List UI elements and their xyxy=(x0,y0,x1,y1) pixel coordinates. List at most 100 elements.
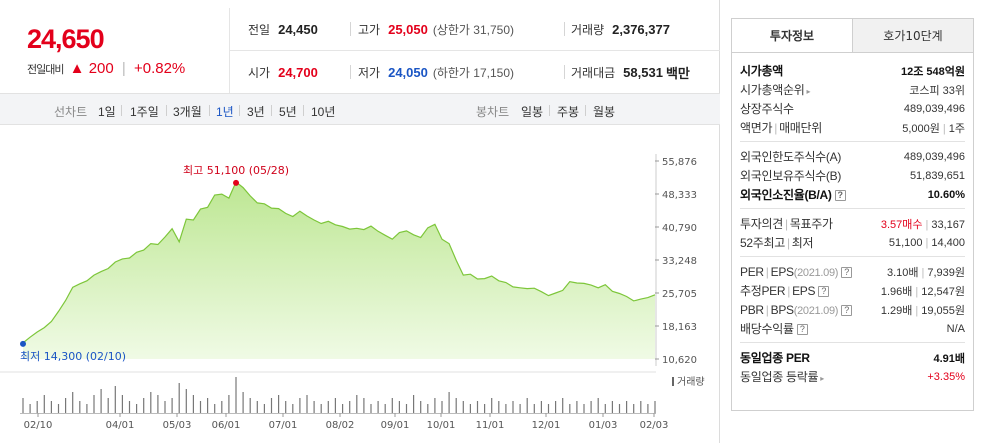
price-point xyxy=(43,326,46,329)
volume-bar xyxy=(640,401,642,413)
volume-bar xyxy=(214,404,216,413)
period-1w[interactable]: 1주일 xyxy=(130,105,159,119)
pbr-value: 1.29배 | 19,055원 xyxy=(880,304,965,317)
period-10y[interactable]: 10년 xyxy=(311,105,336,119)
help-icon[interactable]: ? xyxy=(834,190,846,202)
period-5y[interactable]: 5년 xyxy=(279,105,297,119)
candle-chart-label: 봉차트 xyxy=(476,105,510,119)
volume-bar xyxy=(157,395,159,413)
price-point xyxy=(561,289,564,292)
price-point xyxy=(29,336,32,339)
foreign-limit-value: 489,039,496 xyxy=(903,150,965,163)
price-line xyxy=(22,180,656,344)
volume-bar xyxy=(363,398,365,413)
x-tick-label: 02/10 xyxy=(24,420,53,431)
per-label: PER | EPS(2021.09)? xyxy=(740,265,853,279)
divider xyxy=(549,105,550,116)
price-point xyxy=(107,267,110,270)
price-point xyxy=(284,212,287,215)
opinion-label: 투자의견 | 목표주가 xyxy=(740,217,833,231)
divider xyxy=(564,22,565,36)
y-tick-label: 10,620 xyxy=(662,355,697,366)
est-per-label: 추정PER | EPS? xyxy=(740,282,830,299)
market-cap-row: 시가총액 12조 548억원 xyxy=(740,61,965,80)
price-point xyxy=(419,236,422,239)
help-icon[interactable]: ? xyxy=(818,286,830,298)
divider xyxy=(564,65,565,79)
volume-bar xyxy=(647,404,649,413)
volume-bar xyxy=(342,404,344,413)
listed-shares-label: 상장주식수 xyxy=(740,102,794,116)
help-icon[interactable]: ? xyxy=(796,324,808,336)
volume-bar xyxy=(519,404,521,413)
foreign-ratio-value: 10.60% xyxy=(927,188,965,201)
period-1y[interactable]: 1년 xyxy=(216,105,234,119)
volume-legend-label: 거래량 xyxy=(677,376,705,388)
low-annotation: 최저 14,300 (02/10) xyxy=(20,350,126,363)
volume-bar xyxy=(164,401,166,413)
candle-monthly[interactable]: 월봉 xyxy=(593,105,616,119)
candle-weekly[interactable]: 주봉 xyxy=(557,105,580,119)
price-chart[interactable]: 55,876 48,333 40,790 33,248 25,705 18,163 10,6… xyxy=(0,126,720,443)
price-point xyxy=(135,251,138,254)
industry-change-label[interactable]: 동일업종 등락률 ▸ xyxy=(740,370,824,384)
tab-order-book[interactable]: 호가10단계 xyxy=(852,19,973,52)
x-tick-label: 08/02 xyxy=(326,420,355,431)
market-cap-label: 시가총액 xyxy=(740,64,783,78)
industry-section: 동일업종 PER 4.91배 동일업종 등락률 ▸ +3.35% xyxy=(740,343,965,390)
volume-bar xyxy=(57,404,60,413)
divider xyxy=(585,105,586,116)
price-point xyxy=(71,286,74,289)
volume-bar xyxy=(434,398,436,413)
volume-bar xyxy=(491,398,493,413)
volume-bar xyxy=(356,395,358,413)
price-point xyxy=(533,287,536,290)
listed-shares-value: 489,039,496 xyxy=(903,102,965,115)
opinion-value: 3.57매수 | 33,167 xyxy=(880,218,965,231)
candle-daily[interactable]: 일봉 xyxy=(521,105,544,119)
volume-bar xyxy=(93,395,95,413)
low-price: 저가 24,050 (하한가 17,150) xyxy=(358,51,514,93)
period-1d[interactable]: 1일 xyxy=(98,105,116,119)
x-tick-label: 06/01 xyxy=(212,420,241,431)
volume-bar xyxy=(107,398,109,413)
volume-bar xyxy=(604,404,606,413)
price-point xyxy=(192,219,195,222)
volume-bar xyxy=(569,404,571,413)
price-point xyxy=(341,225,344,228)
price-point xyxy=(426,226,429,229)
est-per-value: 1.96배 | 12,547원 xyxy=(880,285,965,298)
high-value: 25,050 xyxy=(388,21,428,37)
volume-bar xyxy=(114,386,116,413)
price-point xyxy=(121,257,124,260)
volume-bar xyxy=(128,401,131,413)
per-row: PER | EPS(2021.09)? 3.10배 | 7,939원 xyxy=(740,262,965,281)
pbr-label: PBR | BPS(2021.09)? xyxy=(740,303,853,317)
open-price: 시가 24,700 xyxy=(248,51,318,93)
volume-bar xyxy=(43,395,45,413)
y-tick-label: 40,790 xyxy=(662,223,697,234)
prev-close-label: 전일 xyxy=(248,22,271,37)
volume-bar xyxy=(221,401,223,413)
divider xyxy=(303,105,304,116)
help-icon[interactable]: ? xyxy=(841,304,853,316)
volume-bar xyxy=(476,401,479,413)
volume-bar xyxy=(327,401,329,413)
price-point xyxy=(93,274,96,277)
low-value: 24,050 xyxy=(388,64,428,80)
period-3y[interactable]: 3년 xyxy=(247,105,265,119)
tab-investment-info[interactable]: 투자정보 xyxy=(732,19,852,52)
quote-grid: 전일 24,450 고가 25,050 (상한가 31,750) 거래량 2,3… xyxy=(230,8,720,93)
help-icon[interactable]: ? xyxy=(841,266,853,278)
volume-bar xyxy=(256,401,258,413)
price-point xyxy=(100,270,103,273)
divider xyxy=(121,105,122,116)
period-3m[interactable]: 3개월 xyxy=(173,105,202,119)
est-per-row: 추정PER | EPS? 1.96배 | 12,547원 xyxy=(740,281,965,300)
change-percent: +0.82% xyxy=(133,60,186,77)
market-cap-rank-label[interactable]: 시가총액순위 ▸ xyxy=(740,83,811,97)
price-point xyxy=(64,299,67,302)
price-point xyxy=(249,194,252,197)
foreign-held-label: 외국인보유주식수(B) xyxy=(740,169,842,183)
volume-bar xyxy=(121,395,123,413)
